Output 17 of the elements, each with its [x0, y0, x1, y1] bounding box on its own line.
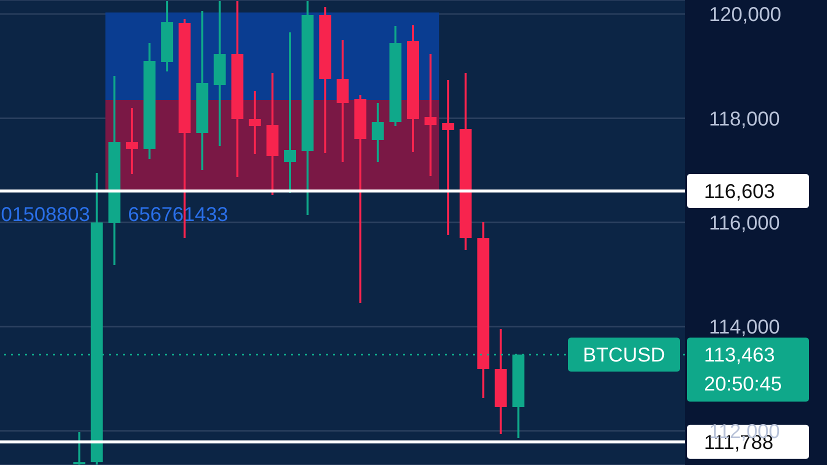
- ref-line-label: 116,603: [704, 181, 775, 203]
- ref-line-label: 113,463: [704, 344, 775, 367]
- y-tick-label: 116,000: [709, 212, 780, 235]
- annotation: 01508803: [1, 204, 90, 227]
- candlestick: [73, 431, 86, 465]
- candlestick: [424, 53, 437, 177]
- candlestick: [126, 107, 138, 176]
- candlestick: [248, 90, 261, 156]
- candlestick: [442, 79, 454, 236]
- candlestick: [336, 39, 349, 164]
- text: 20:50:45: [704, 374, 782, 396]
- candlestick: [284, 31, 296, 194]
- annotation: BTCUSD: [582, 344, 666, 367]
- candlestick: [372, 102, 384, 164]
- y-tick-label: 114,000: [709, 316, 780, 339]
- y-tick-label: 120,000: [709, 4, 782, 26]
- y-tick-label: 118,000: [709, 108, 780, 130]
